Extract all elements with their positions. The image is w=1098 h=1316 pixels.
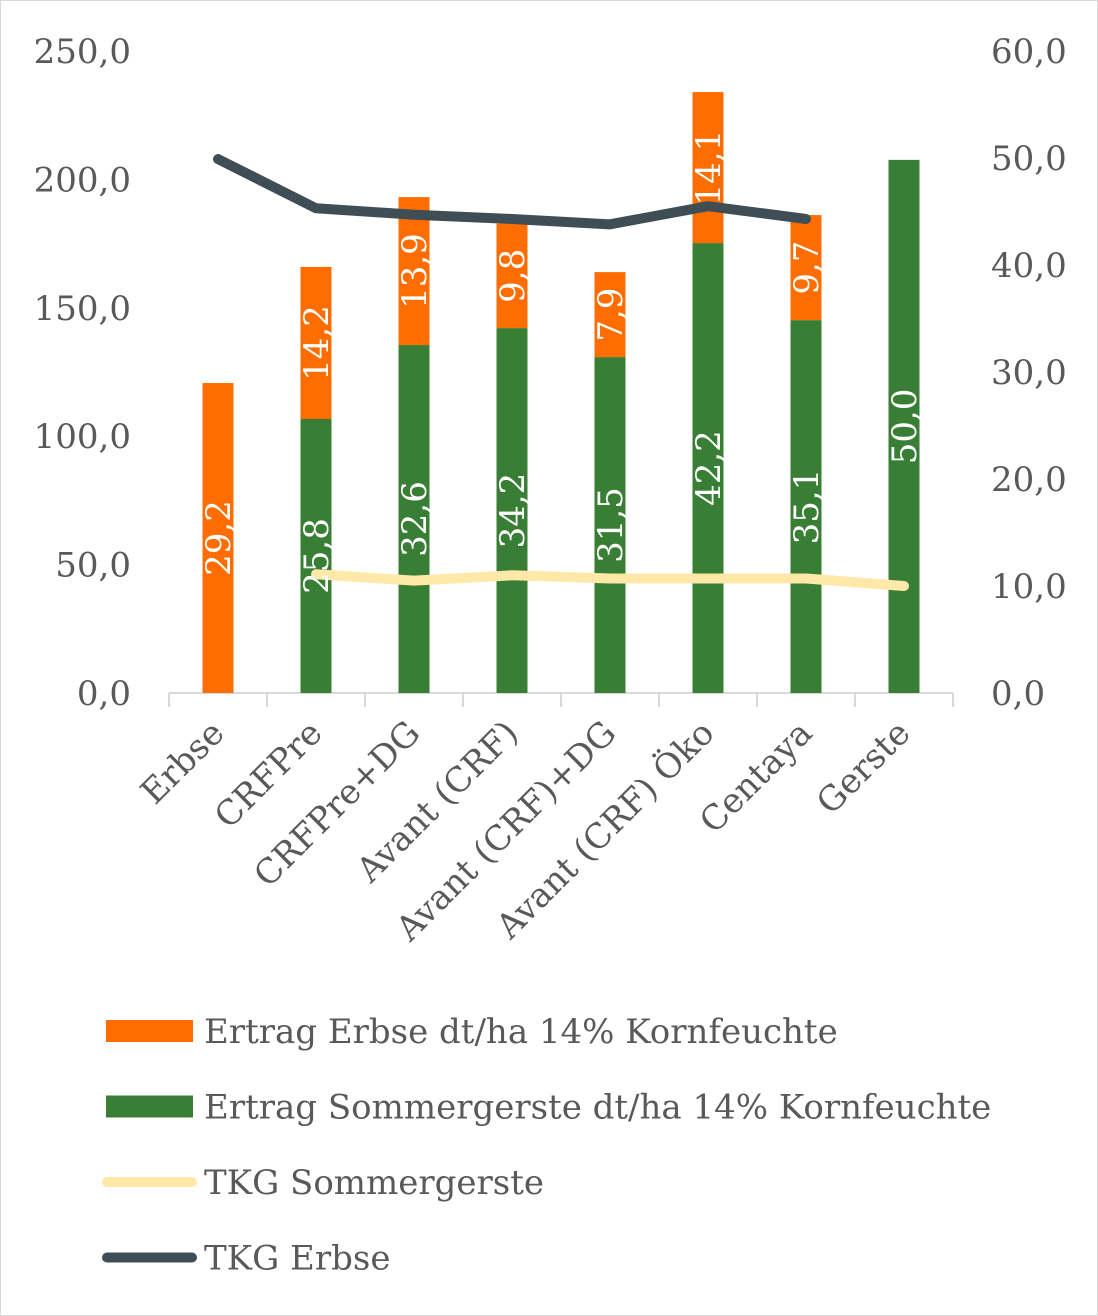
bar-data-label: 34,2 (493, 473, 533, 549)
bar-segment (496, 328, 528, 693)
bar-segment (496, 223, 528, 329)
bar-segment (888, 159, 920, 694)
left-axis-tick-label: 0,0 (77, 674, 131, 714)
left-axis-tick-label: 50,0 (55, 546, 131, 586)
left-axis-tick-label: 200,0 (34, 160, 131, 200)
right-axis-tick-label: 10,0 (991, 567, 1067, 607)
bar-segment (398, 345, 430, 693)
bar-data-label: 42,2 (689, 430, 729, 506)
bar-segment (398, 197, 430, 346)
legend-swatch (106, 1020, 193, 1042)
legend-label: Ertrag Erbse dt/ha 14% Kornfeuchte (204, 1012, 838, 1052)
bar-segment (300, 418, 332, 693)
line-series (311, 569, 909, 591)
legend-label: Ertrag Sommergerste dt/ha 14% Kornfeucht… (204, 1088, 991, 1128)
right-axis-tick-label: 30,0 (991, 353, 1067, 393)
left-axis-tick-label: 150,0 (34, 289, 131, 329)
bar-data-label: 13,9 (395, 233, 435, 309)
right-axis-tick-label: 20,0 (991, 460, 1067, 500)
legend-swatch (106, 1095, 193, 1118)
right-axis-tick-label: 0,0 (991, 674, 1045, 714)
legend-label: TKG Erbse (204, 1239, 390, 1279)
bar-data-label: 25,8 (297, 518, 337, 594)
right-axis-tick-label: 50,0 (991, 139, 1067, 179)
bar-segment (790, 215, 822, 321)
bar-segment (790, 320, 822, 693)
left-axis-tick-label: 250,0 (34, 32, 131, 72)
bar-segment (594, 357, 626, 693)
bar-data-label: 31,5 (591, 487, 631, 563)
bar-data-label: 14,2 (297, 305, 337, 381)
bar-data-label: 9,8 (493, 249, 533, 303)
bar-data-label: 29,2 (199, 500, 239, 576)
bar-segment (202, 383, 234, 693)
bar-data-label: 14,1 (689, 130, 729, 206)
bar-segment (594, 272, 626, 358)
line-series (213, 154, 811, 230)
bar-data-label: 9,7 (787, 241, 827, 295)
left-axis-tick-label: 100,0 (34, 417, 131, 457)
bar-segment (692, 92, 724, 244)
bar-data-label: 50,0 (885, 389, 925, 465)
right-axis-tick-label: 40,0 (991, 246, 1067, 286)
bar-segment (300, 266, 332, 419)
bar-data-label: 32,6 (395, 481, 435, 557)
right-axis-tick-label: 60,0 (991, 32, 1067, 72)
bar-data-label: 7,9 (591, 288, 631, 342)
bar-data-label: 35,1 (787, 469, 827, 545)
legend-label: TKG Sommergerste (204, 1163, 544, 1203)
x-axis-category-label: Gerste (809, 713, 918, 822)
bar-segment (692, 243, 724, 693)
